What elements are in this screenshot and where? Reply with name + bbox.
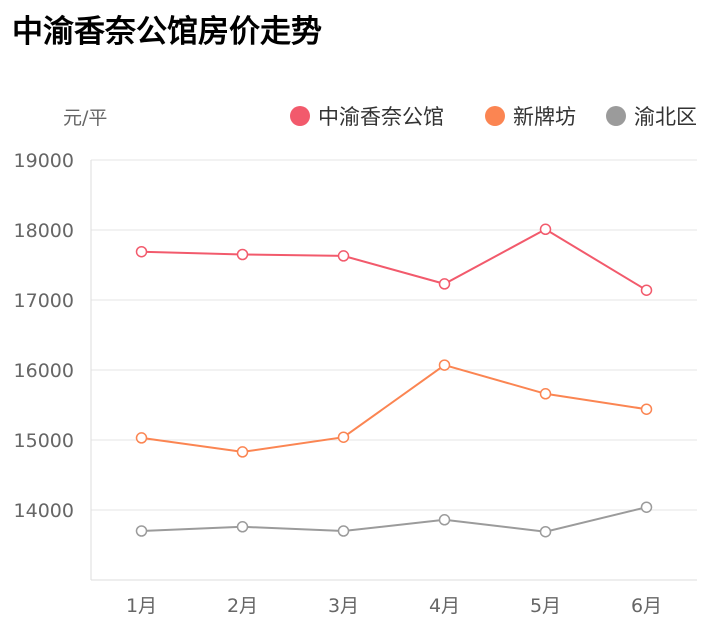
data-point xyxy=(438,359,451,371)
x-tick-label: 4月 xyxy=(429,595,460,617)
data-point xyxy=(337,250,350,262)
legend-marker xyxy=(606,106,626,126)
data-point xyxy=(337,431,350,443)
data-point xyxy=(539,388,552,400)
data-point xyxy=(337,525,350,537)
x-tick-label: 6月 xyxy=(631,595,662,617)
data-point xyxy=(438,514,451,526)
y-tick-label: 14000 xyxy=(14,500,74,522)
data-point xyxy=(135,525,148,537)
legend-label: 渝北区 xyxy=(634,105,697,129)
data-point xyxy=(135,432,148,444)
x-tick-label: 1月 xyxy=(126,595,157,617)
series-line xyxy=(141,364,647,453)
chart-title: 中渝香奈公馆房价走势 xyxy=(12,14,322,50)
legend-marker xyxy=(485,106,505,126)
data-point xyxy=(640,284,653,296)
y-tick-label: 15000 xyxy=(14,430,74,452)
y-tick-label: 17000 xyxy=(14,290,74,312)
legend-marker xyxy=(290,106,310,126)
data-point xyxy=(236,446,249,458)
data-point xyxy=(539,223,552,236)
data-point xyxy=(539,525,552,538)
data-point xyxy=(236,521,249,533)
data-point xyxy=(438,278,451,290)
legend-label: 新牌坊 xyxy=(513,105,576,129)
series-line xyxy=(141,506,647,533)
y-axis-label: 元/平 xyxy=(63,107,107,129)
data-point xyxy=(640,403,653,415)
data-point xyxy=(236,248,249,261)
data-point xyxy=(135,245,148,258)
y-tick-label: 18000 xyxy=(14,220,74,242)
y-tick-label: 16000 xyxy=(14,360,74,382)
x-tick-label: 2月 xyxy=(227,595,258,617)
x-tick-label: 3月 xyxy=(328,595,359,617)
legend-label: 中渝香奈公馆 xyxy=(318,105,444,129)
data-point xyxy=(640,501,653,513)
series-line xyxy=(141,228,648,292)
y-tick-label: 19000 xyxy=(14,150,74,172)
x-tick-label: 5月 xyxy=(530,595,561,617)
